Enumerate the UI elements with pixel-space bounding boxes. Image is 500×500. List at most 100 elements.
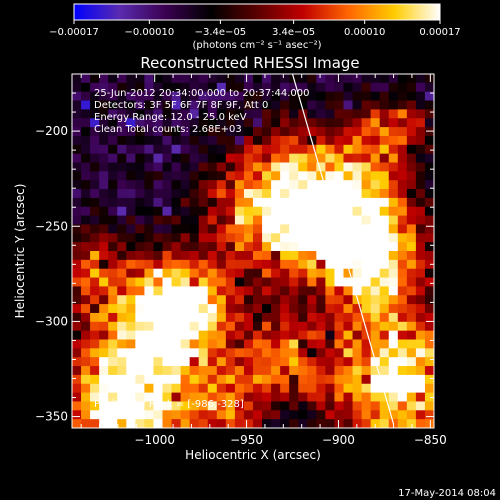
heatmap-cell [162,224,172,234]
heatmap-cell [153,410,163,420]
heatmap-cell [216,197,227,208]
heatmap-cell [198,401,209,411]
heatmap-cell [343,348,353,358]
heatmap-cell [316,224,326,234]
heatmap-cell [153,153,163,163]
heatmap-cell [361,91,372,101]
heatmap-cell [289,357,299,367]
heatmap-cell [162,277,172,287]
heatmap-cell [234,251,245,261]
heatmap-cell [388,171,399,181]
heatmap-cell [361,410,372,420]
heatmap-cell [379,295,390,305]
heatmap-cell [415,392,426,402]
heatmap-cell [253,153,263,163]
heatmap-cell [234,233,245,243]
heatmap-cell [361,251,372,261]
heatmap-cell [189,330,200,340]
heatmap-cell [424,383,434,393]
heatmap-cell [198,268,209,278]
heatmap-cell [234,206,245,216]
heatmap-cell [171,251,181,261]
heatmap-cell [171,357,181,367]
heatmap-cell [225,339,236,349]
heatmap-cell [397,366,408,376]
heatmap-cell [379,277,390,287]
heatmap-cell [198,277,209,287]
heatmap-cell [216,118,227,128]
heatmap-cell [280,153,290,163]
heatmap-cell [298,312,308,323]
heatmap-cell [397,91,408,101]
heatmap-cell [135,100,145,110]
heatmap-cell [90,144,100,155]
heatmap-cell [397,242,408,252]
heatmap-cell [117,383,127,393]
heatmap-cell [343,100,353,110]
heatmap-cell [189,242,200,252]
heatmap-cell [135,392,145,402]
heatmap-cell [99,277,109,287]
heatmap-cell [72,233,82,243]
x-tick-label: −950 [230,433,263,447]
heatmap-cell [424,312,434,323]
heatmap-cell [153,180,163,190]
heatmap-cell [280,109,290,119]
heatmap-cell [81,171,91,181]
heatmap-cell [289,171,299,181]
heatmap-cell [135,135,145,146]
heatmap-cell [262,410,272,420]
heatmap-cell [117,135,127,146]
heatmap-cell [81,304,91,314]
heatmap-cell [352,109,362,119]
heatmap-cell [325,401,335,411]
heatmap-cell [316,197,326,208]
heatmap-cell [144,118,154,128]
heatmap-cell [352,100,362,110]
heatmap-cell [234,135,245,146]
heatmap-cell [225,366,236,376]
heatmap-cell [397,374,408,385]
heatmap-cell [153,268,163,278]
heatmap-cell [406,118,417,128]
heatmap-cell [234,74,245,84]
heatmap-cell [379,321,390,332]
heatmap-cell [388,259,399,270]
heatmap-cell [343,251,353,261]
heatmap-cell [216,410,227,420]
heatmap-cell [352,304,362,314]
heatmap-cell [90,419,100,428]
heatmap-cell [234,189,245,199]
heatmap-cell [424,189,434,199]
heatmap-cell [289,321,299,332]
heatmap-cell [361,144,372,155]
heatmap-cell [216,392,227,402]
heatmap-cell [406,162,417,172]
heatmap-cell [180,401,191,411]
heatmap-cell [162,251,172,261]
heatmap-cell [415,162,426,172]
heatmap-cell [334,233,344,243]
heatmap-cell [271,410,281,420]
heatmap-cell [81,312,91,323]
heatmap-cell [325,180,335,190]
heatmap-cell [180,82,191,93]
heatmap-cell [117,233,127,243]
heatmap-cell [397,82,408,93]
heatmap-cell [90,410,100,420]
heatmap-cell [180,366,191,376]
heatmap-cell [180,374,191,385]
heatmap-cell [343,268,353,278]
heatmap-cell [370,224,381,234]
heatmap-cell [108,135,118,146]
heatmap-cell [198,144,209,155]
heatmap-cell [307,171,317,181]
heatmap-cell [271,374,281,385]
heatmap-cell [289,135,299,146]
heatmap-cell [289,162,299,172]
heatmap-cell [298,197,308,208]
heatmap-cell [271,242,281,252]
heatmap-cell [325,206,335,216]
heatmap-cell [415,206,426,216]
